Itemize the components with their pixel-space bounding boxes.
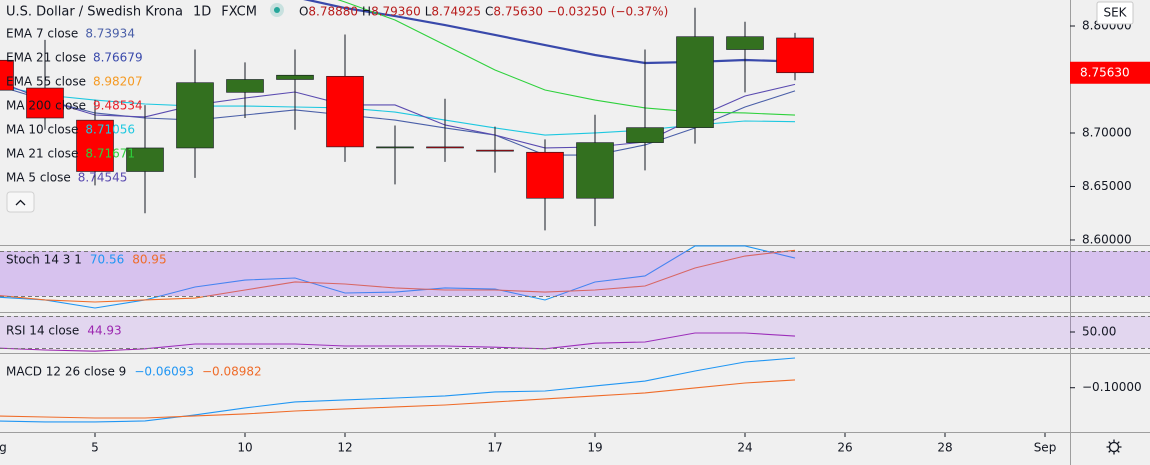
candle-body	[376, 146, 414, 149]
candle-body	[126, 147, 164, 172]
x-tick-label: 26	[837, 441, 852, 455]
panel	[0, 332, 796, 352]
x-tick-label: 17	[487, 441, 502, 455]
currency-label[interactable]: SEK	[1103, 6, 1127, 20]
x-tick-label: 28	[937, 441, 952, 455]
y-tick-label: 8.60000	[1082, 232, 1132, 246]
legend-value: 70.56	[90, 253, 124, 267]
interval: 1D	[193, 5, 211, 20]
candle-body	[0, 59, 14, 91]
ohlc-value: 8.78880	[308, 5, 358, 19]
candle-body	[726, 36, 764, 50]
x-tick-label: 12	[337, 441, 352, 455]
legend-value: 8.74545	[78, 171, 128, 185]
change-percent: (−0.37%)	[611, 5, 669, 19]
legend-value: 44.93	[87, 324, 121, 338]
candle-body	[176, 82, 214, 149]
indicator-line	[0, 357, 796, 423]
indicator-line	[0, 249, 796, 303]
y-tick-label: 8.65000	[1082, 179, 1132, 193]
legend-value: −0.06093	[134, 365, 194, 379]
button-box[interactable]	[6, 191, 35, 213]
candle-body	[426, 146, 464, 149]
market-status-dot	[273, 7, 280, 13]
candle-body	[276, 74, 314, 80]
legend-name: MA 10 close	[6, 123, 78, 137]
change: −0.03250	[547, 5, 607, 19]
indicator-title: Stoch 14 3 1	[6, 253, 82, 267]
ohlc-label: O	[299, 5, 308, 19]
indicator-line	[0, 332, 796, 352]
candle-body	[626, 127, 664, 143]
legend-value: −0.08982	[202, 365, 262, 379]
chevron-icon[interactable]	[15, 199, 26, 206]
panel	[0, 0, 814, 231]
ohlc-value: 8.74925	[431, 5, 481, 19]
ohlc-value: 8.79360	[371, 5, 421, 19]
x-tick-label: 19	[587, 441, 602, 455]
ohlc-label: L	[425, 5, 432, 19]
legend-value: 8.98207	[93, 75, 143, 89]
indicator-title: MACD 12 26 close 9	[6, 365, 126, 379]
legend-name: EMA 7 close	[6, 27, 78, 41]
legend-name: MA 5 close	[6, 171, 71, 185]
indicator-line	[0, 379, 796, 419]
candle-body	[26, 87, 64, 119]
candle-body	[676, 36, 714, 128]
price-tag	[1070, 61, 1150, 84]
y-tick-label: 8.70000	[1082, 125, 1132, 139]
y-tick-label: 50.00	[1082, 325, 1116, 339]
y-tick-label: −0.10000	[1082, 380, 1142, 394]
candle-body	[76, 119, 114, 172]
gear-teeth[interactable]	[1106, 439, 1122, 455]
x-tick-label: Sep	[1034, 441, 1057, 455]
legend-name: MA 200 close	[6, 99, 86, 113]
x-tick-label: 10	[237, 441, 252, 455]
candle-body	[326, 75, 364, 148]
legend-name: EMA 55 close	[6, 75, 86, 89]
candle-body	[526, 151, 564, 199]
exchange: FXCM	[221, 5, 257, 20]
ohlc-value: 8.75630	[493, 5, 543, 19]
level-band	[0, 316, 1150, 348]
x-tick-label: Aug	[0, 441, 7, 455]
legend-value: 9.48534	[93, 99, 143, 113]
legend-value: 8.76679	[93, 51, 143, 65]
plot-layer: 8.600008.650008.700008.80000Aug510121719…	[0, 0, 1150, 455]
candle-body	[226, 79, 264, 93]
price-tag-label: 8.75630	[1080, 65, 1130, 79]
indicator-title: RSI 14 close	[6, 324, 79, 338]
legend-value: 8.71671	[85, 147, 135, 161]
candle-body	[776, 37, 814, 74]
settings-button[interactable]	[1106, 439, 1122, 455]
x-tick-label: 5	[91, 441, 99, 455]
panel	[0, 245, 796, 309]
legend-name: MA 21 close	[6, 147, 78, 161]
x-tick-label: 24	[737, 441, 752, 455]
candle-body	[476, 149, 514, 152]
legend-value: 8.73934	[85, 27, 135, 41]
legend-value: 8.71056	[85, 123, 135, 137]
ohlc-label: H	[362, 5, 371, 19]
currency-button[interactable]: SEK	[1096, 1, 1134, 25]
gear-icon[interactable]	[1108, 441, 1120, 453]
legend-name: EMA 21 close	[6, 51, 86, 65]
ohlc-label: C	[485, 5, 493, 19]
level-band	[0, 251, 1150, 296]
indicator-line	[0, 245, 796, 309]
symbol-title: U.S. Dollar / Swedish Krona	[6, 5, 183, 20]
collapse-button[interactable]	[6, 191, 35, 213]
candle-body	[576, 142, 614, 199]
legend-value: 80.95	[132, 253, 166, 267]
panel	[0, 357, 796, 423]
currency-box[interactable]	[1096, 1, 1134, 25]
